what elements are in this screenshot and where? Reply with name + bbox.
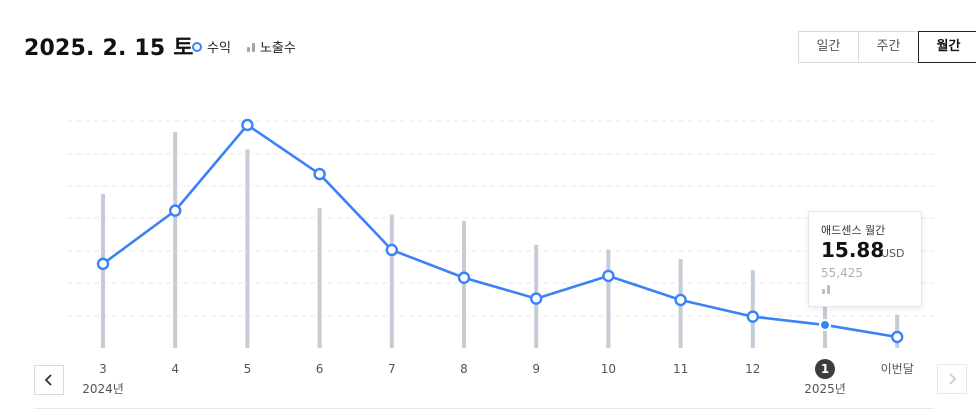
x-tick-label: 12 — [745, 362, 760, 376]
tab-monthly[interactable]: 월간 — [918, 31, 976, 63]
line-series-icon — [192, 41, 202, 52]
revenue-point — [241, 118, 254, 132]
tooltip-unit: USD — [881, 247, 905, 260]
chart-grid — [67, 120, 935, 317]
tooltip-value: 15.88 — [821, 238, 885, 262]
x-tick-label: 5 — [244, 362, 252, 376]
legend-revenue: 수익 — [192, 37, 231, 56]
impressions-bar — [750, 270, 755, 348]
impressions-bar — [606, 249, 611, 348]
impressions-bar — [245, 149, 250, 348]
tab-weekly[interactable]: 주간 — [859, 32, 919, 62]
x-tick-highlight — [815, 359, 835, 379]
revenue-point — [168, 204, 182, 217]
x-tick-label: 3 — [99, 362, 107, 376]
x-tick-label: 8 — [460, 362, 468, 376]
x-tick-label: 이번달 — [881, 362, 914, 376]
revenue-points — [96, 118, 904, 344]
x-tick-label: 7 — [388, 362, 396, 376]
revenue-point — [819, 318, 831, 331]
x-tick-label: 6 — [316, 362, 324, 376]
chart-legend: 수익 노출수 — [192, 37, 296, 56]
revenue-point — [313, 167, 326, 181]
tooltip-title: 애드센스 월간 — [821, 224, 886, 237]
revenue-point — [891, 330, 904, 344]
revenue-line-layer — [102, 123, 898, 339]
revenue-point — [96, 257, 110, 271]
x-tick-label: 9 — [532, 362, 540, 376]
bar-series-icon — [246, 42, 255, 52]
impressions-bar — [173, 132, 178, 348]
revenue-point — [530, 292, 543, 305]
revenue-point — [674, 293, 687, 307]
revenue-point — [385, 243, 398, 257]
tooltip-impressions: 55,425 — [821, 266, 863, 280]
revenue-point — [746, 310, 759, 323]
tab-daily[interactable]: 일간 — [799, 32, 859, 62]
impressions-bar — [101, 193, 105, 348]
prev-period-button[interactable] — [34, 365, 64, 395]
bottom-divider — [34, 408, 934, 409]
impressions-bar — [462, 220, 466, 348]
revenue-line — [102, 123, 898, 339]
revenue-point — [602, 269, 615, 283]
chevron-left-icon — [44, 374, 52, 386]
impressions-bar — [317, 208, 322, 348]
chevron-right-icon — [949, 373, 957, 385]
impressions-bar — [389, 214, 394, 348]
legend-impressions: 노출수 — [246, 37, 296, 56]
revenue-point — [457, 271, 471, 284]
next-period-button[interactable] — [937, 364, 967, 394]
legend-revenue-label: 수익 — [207, 41, 231, 56]
x-tick-label: 1 — [821, 362, 829, 376]
chart-tooltip: 애드센스 월간 15.88 USD 55,425 — [808, 211, 922, 307]
x-tick-label: 10 — [601, 362, 616, 376]
x-tick-label: 11 — [673, 362, 688, 376]
legend-impressions-label: 노출수 — [259, 41, 296, 56]
x-tick-label: 4 — [171, 362, 179, 376]
period-tabs: 일간 주간 월간 — [798, 31, 976, 63]
bar-series-icon — [822, 285, 830, 294]
page-title: 2025. 2. 15 토 — [24, 36, 194, 61]
x-axis: 3 4 5 6 7 8 9 10 11 12 1 이번달 2024년 2025년 — [82, 359, 914, 396]
year-label: 2025년 — [804, 382, 846, 396]
year-label: 2024년 — [82, 382, 124, 396]
